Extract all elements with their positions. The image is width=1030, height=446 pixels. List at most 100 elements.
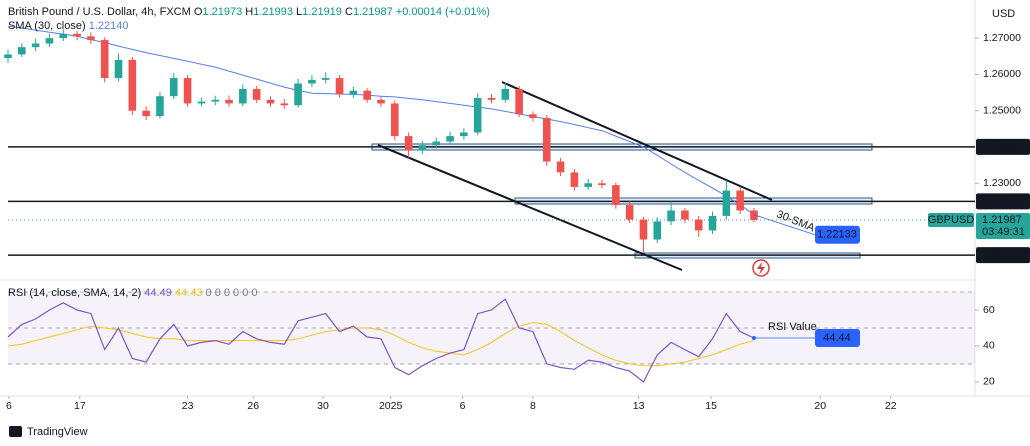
y-tick-label: 1.23000 <box>983 177 1021 189</box>
candle-body <box>708 215 717 231</box>
y-tick-label: 1.27000 <box>983 32 1021 44</box>
rsi-legend-name: RSI (14, close, SMA, 14, 2) <box>8 287 141 299</box>
candle-body <box>556 161 565 173</box>
brand: TradingView <box>27 426 88 438</box>
candle-body <box>294 83 302 106</box>
ohlc-label: O <box>194 6 203 18</box>
level-label: 1.21021 <box>982 249 1022 261</box>
candle-body <box>377 99 385 104</box>
x-tick-label: 15 <box>705 400 717 412</box>
candle-body <box>736 190 744 211</box>
marks <box>4 25 979 399</box>
x-tick-label: 6 <box>6 400 12 412</box>
labels: British Pound / U.S. Dollar, 4h, FXCM O1… <box>6 6 1030 438</box>
countdown: 03:49:31 <box>982 226 1025 238</box>
rsi-tick-label: 40 <box>983 340 995 352</box>
candle-body <box>694 219 703 231</box>
candle-body <box>584 183 592 187</box>
candle-body <box>280 103 289 106</box>
candle-body <box>473 97 482 133</box>
candle-body <box>321 78 330 80</box>
candle-body <box>667 210 675 222</box>
x-tick-label: 20 <box>814 400 826 412</box>
candle-body <box>18 47 26 55</box>
currency: USD <box>992 8 1015 20</box>
candle-body <box>542 117 551 162</box>
level-label: 1.24002 <box>982 141 1022 153</box>
level-label: 1.22501 <box>982 195 1022 207</box>
ohlc-value: 1.21919 <box>302 6 342 18</box>
candle-body <box>639 219 648 240</box>
symbol-title: British Pound / U.S. Dollar, 4h, FXCM O1… <box>8 6 490 18</box>
logo: TradingView <box>9 426 88 438</box>
candle-body <box>612 185 620 206</box>
candle-body <box>73 33 81 37</box>
logo-icon <box>9 426 22 437</box>
trend-line <box>501 81 773 201</box>
x-tick-label: 8 <box>530 400 536 412</box>
x-tick-label: 17 <box>74 400 86 412</box>
candle-body <box>529 114 537 118</box>
x-tick-label: 2025 <box>379 400 403 412</box>
rsi-background <box>8 291 975 365</box>
ohlc-label: L <box>296 6 302 18</box>
symbol-tag: GBPUSD <box>928 214 975 226</box>
candle-body <box>183 78 192 104</box>
x-tick-label: 26 <box>247 400 259 412</box>
rsi-tick-label: 60 <box>983 304 995 316</box>
candle-body <box>128 59 137 111</box>
rsi-legend-sma: 44.43 <box>175 287 203 299</box>
candle-body <box>349 90 358 95</box>
rsi-legend: RSI (14, close, SMA, 14, 2) 44.49 44.43 … <box>8 287 258 299</box>
candle-body <box>239 88 247 104</box>
candle-body <box>114 59 123 79</box>
y-tick-label: 1.25000 <box>983 104 1021 116</box>
level-label-bg <box>976 193 1030 210</box>
candle-body <box>197 101 206 104</box>
x-tick-label: 23 <box>182 400 194 412</box>
candle-body <box>59 33 68 39</box>
ohlc-value: 1.21993 <box>253 6 293 18</box>
rsi-line <box>7 298 755 383</box>
candle-body <box>681 210 689 220</box>
candle-body <box>252 88 261 100</box>
sma-callout: 1.22133 <box>817 229 857 241</box>
rsi-legend-value: 44.49 <box>144 287 172 299</box>
ohlc-value: 1.21987 <box>353 6 393 18</box>
sma-callout-bg <box>815 225 860 244</box>
candle-body <box>156 96 164 117</box>
rsi-callout-bg <box>815 328 860 347</box>
candle-body <box>570 172 579 187</box>
sma-legend-value: 1.22140 <box>89 20 129 32</box>
rsi-annotation: RSI Value <box>768 321 817 333</box>
x-tick-label: 13 <box>633 400 645 412</box>
sma-legend-name: SMA (30, close) <box>8 20 86 32</box>
rsi-sma-line <box>7 322 755 367</box>
ohlc-value: 1.21973 <box>202 6 242 18</box>
candle-body <box>598 183 606 186</box>
candle-body <box>625 205 634 220</box>
sma-callout-leader <box>753 214 816 236</box>
candle-body <box>404 136 413 151</box>
x-tick-label: 22 <box>885 400 897 412</box>
level-label-bg <box>976 138 1030 155</box>
candle-body <box>487 97 496 100</box>
candle-body <box>335 78 344 95</box>
candle-body <box>225 99 233 104</box>
candle-body <box>653 221 662 240</box>
last-price-bg <box>976 213 1030 240</box>
candle-body <box>142 110 150 117</box>
level-label-bg <box>976 247 1030 264</box>
candle-body <box>87 36 95 40</box>
candle-body <box>391 103 399 137</box>
candle-body <box>4 54 12 59</box>
rsi-tick-label: 20 <box>983 376 995 388</box>
x-tick-label: 30 <box>317 400 329 412</box>
candle-body <box>722 190 731 216</box>
candle-body <box>308 79 316 84</box>
rsi-legend-extra: 0 0 0 0 0 0 <box>206 287 258 299</box>
candle-body <box>169 78 178 97</box>
candle-body <box>266 99 275 104</box>
